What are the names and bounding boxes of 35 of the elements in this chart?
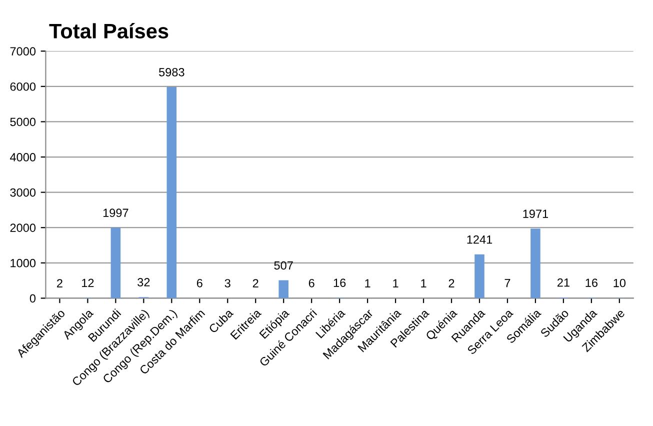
- data-label: 3: [224, 279, 230, 288]
- y-tick-label: 3000: [10, 188, 36, 197]
- y-tick-label: 1000: [10, 258, 36, 268]
- data-label: 1997: [103, 208, 128, 218]
- data-label: 10: [614, 278, 626, 288]
- data-label: 2: [252, 279, 258, 288]
- bar: [110, 228, 121, 298]
- data-label: 1: [365, 279, 370, 288]
- y-tick-label: 0: [30, 294, 36, 303]
- data-label: 1241: [467, 235, 492, 244]
- data-label: 1: [421, 279, 426, 288]
- data-label: 16: [586, 278, 598, 287]
- data-label: 507: [274, 261, 293, 270]
- data-label: 16: [334, 278, 346, 287]
- data-label: 2: [448, 279, 454, 288]
- y-tick-label: 4000: [10, 153, 36, 162]
- bar: [530, 228, 540, 298]
- bar: [166, 87, 177, 298]
- data-label: 5983: [158, 68, 184, 76]
- data-label: 6: [196, 278, 202, 288]
- data-label: 6: [308, 278, 314, 288]
- data-label: 1: [393, 279, 398, 288]
- bar: [278, 280, 288, 298]
- data-label: 2: [57, 279, 62, 288]
- y-tick-label: 2000: [10, 224, 36, 232]
- y-tick-label: 6000: [10, 82, 36, 91]
- data-label: 12: [82, 278, 94, 287]
- chart-title: Total Países: [49, 22, 168, 38]
- y-tick-label: 7000: [10, 47, 36, 56]
- data-label: 1971: [523, 210, 548, 218]
- data-label: 32: [138, 278, 150, 286]
- y-tick-label: 5000: [10, 118, 36, 126]
- data-label: 21: [557, 278, 570, 287]
- bar: [474, 254, 484, 298]
- data-label: 7: [504, 279, 510, 288]
